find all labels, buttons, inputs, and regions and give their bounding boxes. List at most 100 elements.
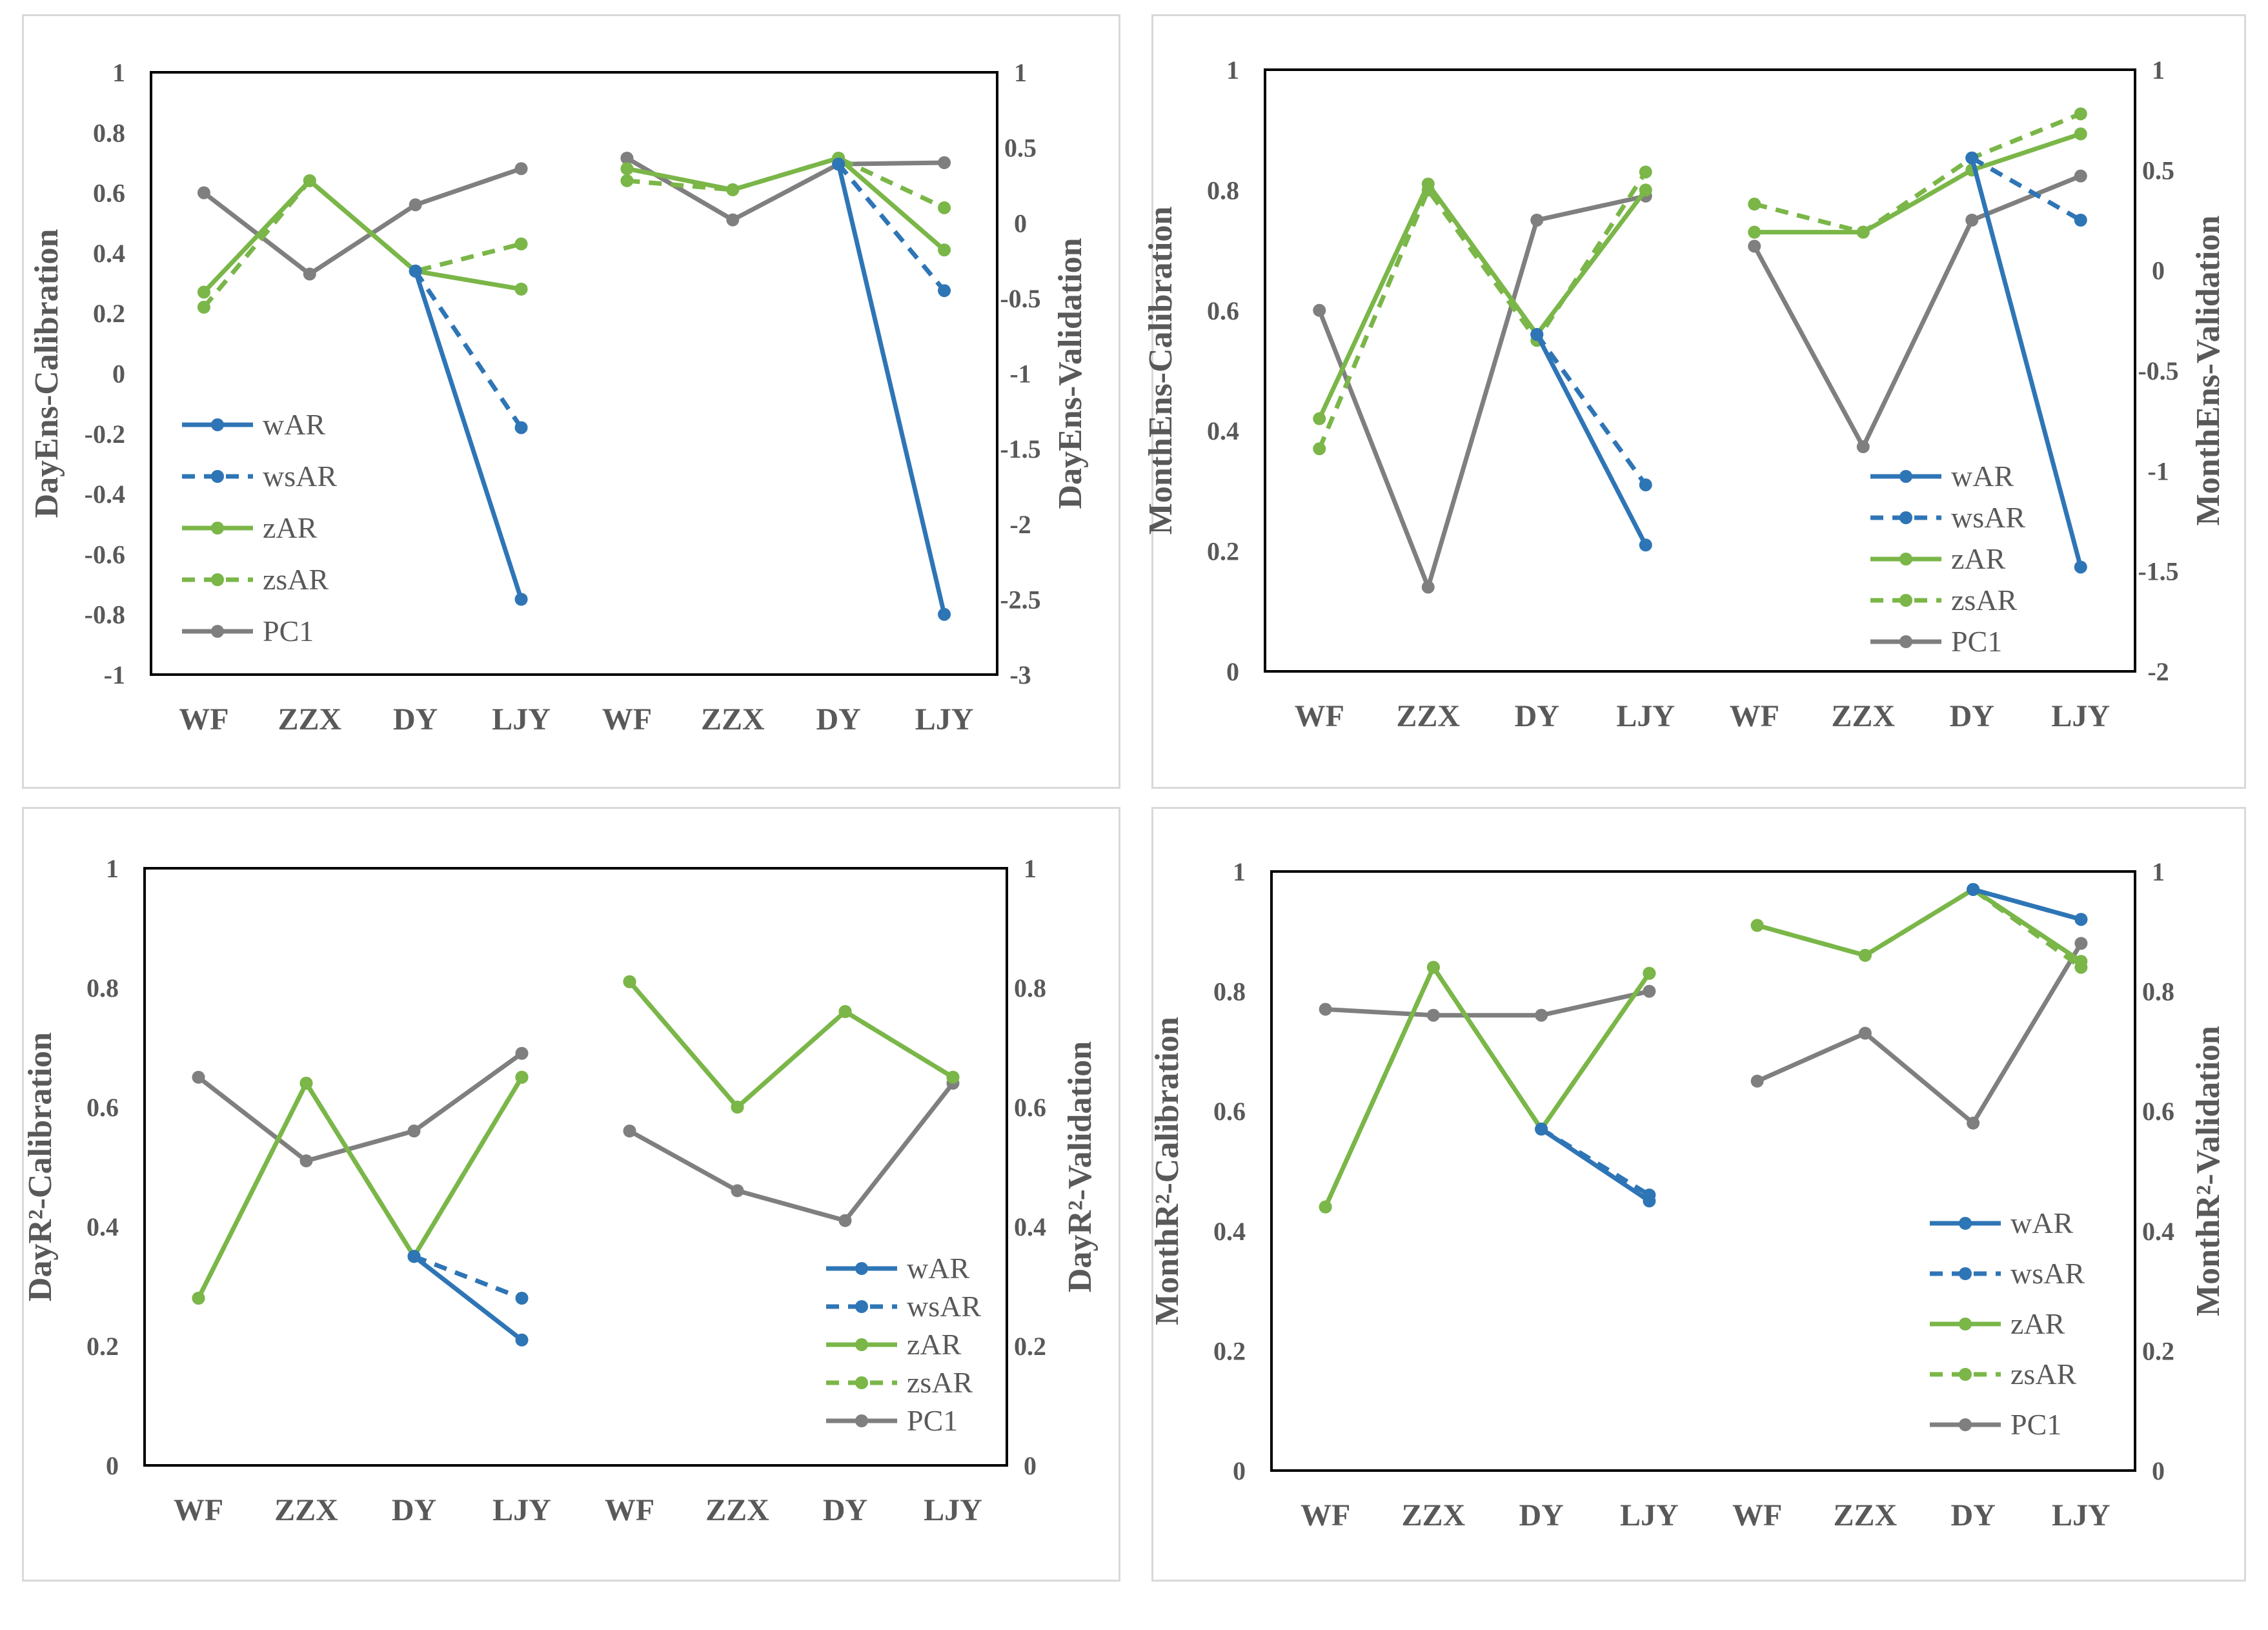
data-point-zsAR — [515, 1070, 529, 1084]
y-left-axis-title: MonthR²-Calibration — [1149, 1017, 1186, 1325]
data-point-wsAR — [1535, 1123, 1548, 1136]
data-point-PC1 — [515, 1046, 529, 1060]
x-category-label: WF — [1730, 699, 1779, 733]
legend-label: zAR — [907, 1328, 962, 1361]
data-point-wsAR — [409, 264, 422, 278]
y-left-tick-label: 1 — [106, 854, 119, 883]
data-point-PC1 — [409, 198, 422, 212]
legend-marker-wAR — [855, 1262, 868, 1275]
data-point-wsAR — [1643, 1188, 1656, 1202]
data-point-wsAR — [1965, 151, 1979, 165]
y-left-tick-label: 0.6 — [93, 179, 125, 208]
series-line-wAR — [1540, 1127, 1651, 1203]
legend-label: wsAR — [907, 1290, 981, 1323]
data-point-zsAR — [1313, 442, 1326, 456]
data-point-zsAR — [1858, 948, 1872, 962]
legend-label: zsAR — [2010, 1358, 2077, 1391]
data-point-wsAR — [938, 284, 951, 298]
legend-marker-zsAR — [211, 573, 224, 586]
y-left-tick-label: 0 — [1233, 1456, 1246, 1485]
y-left-tick-label: 0.4 — [1213, 1217, 1246, 1246]
data-point-zsAR — [623, 975, 636, 988]
data-point-wAR — [514, 593, 528, 606]
y-left-tick-label: -0.8 — [85, 600, 125, 629]
data-point-zsAR — [1319, 1200, 1332, 1214]
y-left-axis-title: DayEns-Calibration — [28, 229, 65, 518]
legend-marker-wAR — [211, 418, 224, 431]
data-point-PC1 — [938, 156, 951, 169]
legend-label: zsAR — [907, 1366, 973, 1399]
y-left-tick-label: 0.4 — [86, 1212, 119, 1241]
plot-frame — [1270, 870, 2136, 1472]
series-line-zsAR — [1756, 887, 2083, 970]
legend-label: wsAR — [1951, 501, 2025, 534]
legend-marker-wsAR — [1959, 1267, 1972, 1280]
data-point-zsAR — [620, 174, 634, 187]
y-right-tick-label: 0 — [1014, 209, 1027, 238]
y-right-tick-label: -1.5 — [2138, 557, 2178, 586]
data-point-wAR — [515, 1333, 529, 1347]
series-line-zAR — [1317, 181, 1648, 420]
y-right-axis-title: MonthR²-Validation — [2190, 1026, 2227, 1316]
series-line-wAR — [836, 163, 947, 615]
series-line-PC1 — [628, 1081, 955, 1223]
y-right-tick-label: 0.4 — [2142, 1217, 2174, 1246]
y-right-tick-label: -0.5 — [2138, 356, 2178, 385]
data-point-zsAR — [2074, 961, 2088, 974]
plot-frame — [1264, 68, 2136, 673]
y-left-tick-label: 0 — [1226, 657, 1239, 686]
y-right-tick-label: 0.4 — [1014, 1212, 1046, 1241]
x-category-label: LJY — [1620, 1498, 1679, 1533]
data-point-zsAR — [1421, 183, 1435, 197]
data-point-zAR — [1313, 412, 1326, 425]
data-point-zsAR — [726, 183, 740, 196]
data-point-zsAR — [731, 1101, 744, 1114]
x-category-label: DY — [1515, 699, 1559, 733]
data-point-PC1 — [1748, 239, 1761, 253]
legend-label: zAR — [2010, 1307, 2065, 1340]
y-left-axis-title: DayR²-Calibration — [22, 1032, 59, 1301]
legend-marker-wsAR — [211, 470, 224, 483]
data-point-PC1 — [2074, 169, 2087, 183]
data-point-PC1 — [299, 1154, 313, 1168]
x-category-label: DY — [1950, 699, 1994, 733]
y-left-tick-label: 0.8 — [1207, 176, 1239, 205]
legend-marker-wAR — [1959, 1217, 1972, 1230]
chart-panel-month-ens — [1151, 14, 2246, 789]
y-right-tick-label: 0.6 — [1014, 1093, 1046, 1122]
x-category-label: ZZX — [278, 702, 341, 737]
y-right-tick-label: 0 — [1024, 1451, 1037, 1480]
x-category-label: WF — [1301, 1498, 1350, 1533]
data-point-PC1 — [1319, 1003, 1332, 1016]
data-point-wsAR — [2074, 214, 2087, 227]
data-point-wAR — [938, 607, 951, 621]
series-line-PC1 — [625, 156, 945, 223]
series-line-wAR — [413, 270, 523, 600]
series-line-zAR — [627, 980, 955, 1110]
y-right-tick-label: -2.5 — [1000, 585, 1040, 614]
y-right-axis-title: DayEns-Validation — [1052, 238, 1089, 509]
data-point-zsAR — [514, 237, 528, 250]
y-right-tick-label: 0 — [2152, 256, 2165, 285]
x-category-label: ZZX — [701, 702, 765, 737]
chart-panel-day-r2 — [22, 807, 1120, 1582]
data-point-PC1 — [1313, 303, 1326, 317]
series-line-PC1 — [1756, 942, 2083, 1126]
x-category-label: DY — [393, 702, 438, 737]
data-point-wsAR — [1967, 882, 1980, 896]
data-point-PC1 — [192, 1070, 205, 1084]
series-line-wsAR — [836, 163, 946, 292]
legend-label: wAR — [1951, 460, 2014, 493]
data-point-zsAR — [938, 201, 951, 214]
y-right-tick-label: -2 — [1009, 510, 1031, 539]
x-category-label: LJY — [2052, 1498, 2111, 1533]
y-left-axis-title: MonthEns-Calibration — [1142, 207, 1179, 535]
legend-marker-PC1 — [855, 1414, 868, 1427]
y-left-tick-label: 0.8 — [1213, 977, 1246, 1006]
y-left-tick-label: 0.8 — [93, 118, 125, 147]
data-point-PC1 — [514, 162, 528, 176]
legend-marker-zsAR — [1959, 1368, 1972, 1381]
y-right-tick-label: 0.8 — [1014, 973, 1046, 1003]
y-right-tick-label: 0 — [2152, 1456, 2165, 1485]
data-point-PC1 — [1426, 1008, 1440, 1022]
